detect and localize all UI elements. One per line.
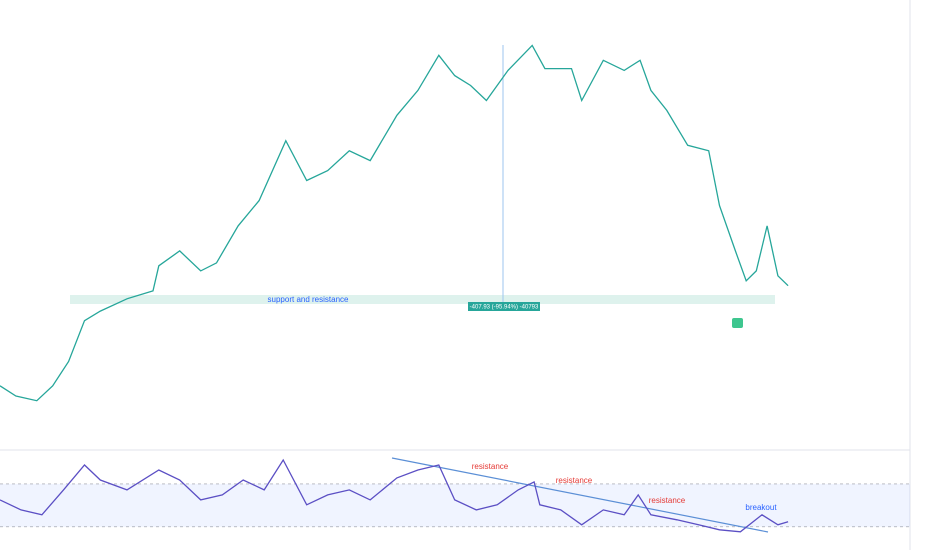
measure-label: -407.93 (-95.94%) -40793 [470, 305, 539, 311]
annotation: resistance [649, 496, 686, 505]
trendline [391, 457, 769, 533]
annotation: breakout [745, 503, 777, 512]
rsi-band [0, 483, 910, 527]
measure-label-bg [468, 302, 540, 311]
series-line [0, 458, 789, 533]
annotation: resistance [556, 476, 593, 485]
annotation: resistance [472, 462, 509, 471]
series-line [0, 44, 789, 402]
marker [732, 318, 743, 328]
support-zone [70, 295, 775, 304]
annotation: support and resistance [268, 295, 349, 304]
